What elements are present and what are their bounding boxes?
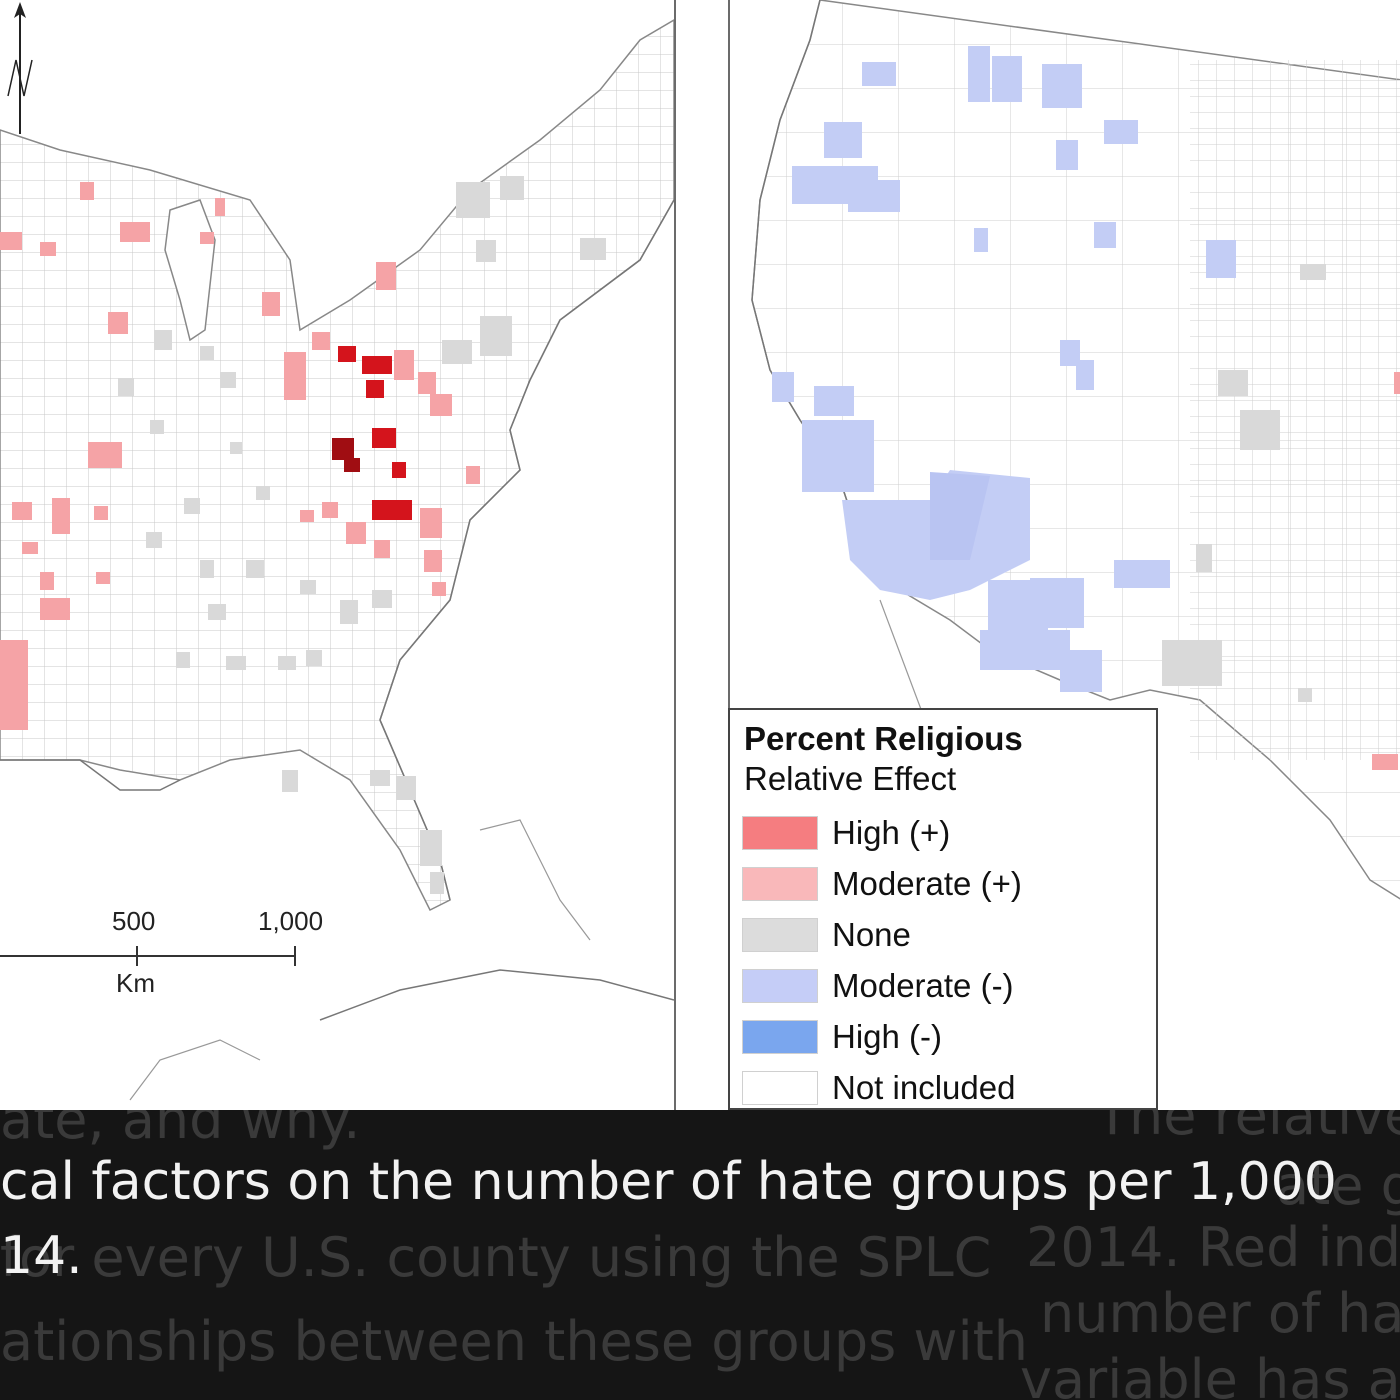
ghost-text-right-1: The relative effe	[1096, 1110, 1400, 1147]
caption-line-2: 14.	[0, 1226, 83, 1286]
cuba-outline	[319, 969, 674, 1021]
legend-item-high-negative: High (-)	[742, 1018, 1142, 1058]
map-legend: Percent Religious Relative Effect High (…	[728, 708, 1158, 1110]
ghost-text-right-3: 2014. Red indicates	[1026, 1216, 1400, 1279]
scale-bar	[0, 955, 296, 957]
legend-swatch-moderate-positive	[742, 867, 818, 901]
ghost-text-left-1: ate, and why.	[0, 1110, 361, 1151]
legend-swatch-none	[742, 918, 818, 952]
scale-label-500: 500	[112, 906, 156, 936]
legend-label-high-positive: High (+)	[832, 814, 951, 851]
moderate-negative-counties	[772, 46, 1236, 692]
legend-swatch-moderate-negative	[742, 969, 818, 1003]
ghost-text-right-2: ate gr	[1276, 1154, 1400, 1217]
legend-label-not-included: Not included	[832, 1069, 1016, 1106]
north-arrow-icon	[7, 2, 33, 134]
legend-swatch-high-positive	[742, 816, 818, 850]
scale-tick-mid	[136, 946, 138, 966]
legend-item-none: None	[742, 916, 1142, 956]
legend-label-moderate-positive: Moderate (+)	[832, 865, 1022, 902]
western-us-map-svg	[751, 0, 1400, 900]
legend-label-high-negative: High (-)	[832, 1018, 943, 1055]
scale-label-1000: 1,000	[258, 906, 324, 936]
legend-swatch-not-included	[742, 1071, 818, 1105]
ghost-text-right-4: number of hate gr	[1040, 1282, 1400, 1345]
moderate-positive-counties-west	[1372, 372, 1400, 770]
legend-label-moderate-negative: Moderate (-)	[832, 967, 1014, 1004]
western-us-map	[728, 0, 1400, 1110]
none-effect-counties	[118, 176, 606, 894]
ghost-text-left-2: for every U.S. county using the SPLC	[0, 1226, 992, 1289]
legend-item-high-positive: High (+)	[742, 814, 1142, 854]
caribbean-outline	[129, 1039, 261, 1101]
eastern-us-map-svg	[0, 19, 674, 1101]
panel-gap	[676, 0, 726, 1110]
legend-item-moderate-negative: Moderate (-)	[742, 967, 1142, 1007]
legend-item-not-included: Not included	[742, 1069, 1142, 1109]
bahamas-outline	[479, 819, 591, 941]
scale-unit: Km	[116, 968, 155, 998]
high-positive-counties	[332, 346, 412, 520]
legend-swatch-high-negative	[742, 1020, 818, 1054]
legend-item-moderate-positive: Moderate (+)	[742, 865, 1142, 905]
legend-subtitle: Relative Effect	[744, 760, 957, 797]
none-effect-counties-west	[1162, 264, 1326, 702]
caption-line-1: cal factors on the number of hate groups…	[0, 1152, 1337, 1212]
ghost-text-right-5: variable has a nega	[1020, 1348, 1400, 1400]
scale-tick-end	[294, 946, 296, 966]
legend-label-none: None	[832, 916, 911, 953]
caption-bar: ate, and why. for every U.S. county usin…	[0, 1110, 1400, 1400]
ghost-text-left-3: ationships between these groups with	[0, 1310, 1028, 1373]
gulf-coast	[0, 759, 181, 791]
legend-title: Percent Religious	[744, 720, 1023, 757]
eastern-us-map: 500 1,000 Km	[0, 0, 676, 1110]
moderate-positive-counties	[0, 182, 480, 730]
